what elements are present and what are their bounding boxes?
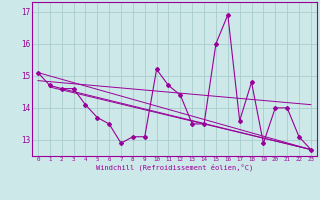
X-axis label: Windchill (Refroidissement éolien,°C): Windchill (Refroidissement éolien,°C) xyxy=(96,164,253,171)
